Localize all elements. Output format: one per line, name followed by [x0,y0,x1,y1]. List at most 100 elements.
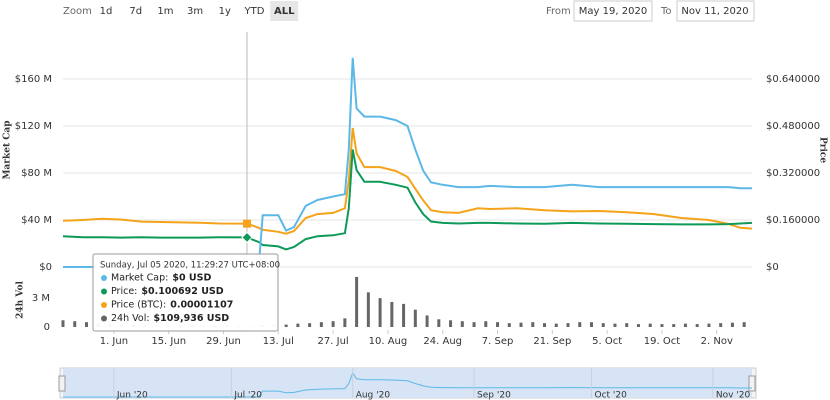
zoom-button[interactable]: 1y [219,6,231,17]
navigator-selection[interactable] [63,368,752,398]
tooltip-dot [101,302,107,308]
navigator-tick-label: Aug '20 [356,391,391,400]
navigator-tick-label: Oct '20 [594,391,627,400]
navigator-tick-label: Sep '20 [477,391,511,400]
tooltip-value: 0.00001107 [170,300,233,311]
volume-bar [507,323,511,327]
volume-bar [402,303,406,327]
y-tick-label: $160 M [15,74,52,85]
volume-bar [566,323,570,327]
y2-tick-label: $0.480000 [766,121,820,132]
volume-bar [319,322,323,327]
navigator-line [63,371,752,398]
tooltip-label: Price (BTC): [111,300,166,311]
tooltip-dot [101,275,107,281]
tooltip-box [92,253,279,332]
volume-bar [601,323,605,327]
volume-bar [472,322,476,327]
y-tick-label: $40 M [21,215,52,226]
zoom-button[interactable]: 1m [157,6,173,17]
volume-bar [308,323,312,327]
volume-bar [719,323,723,327]
volume-bar [519,322,523,327]
zoom-button[interactable]: YTD [244,6,265,17]
volume-bar [425,315,429,327]
volume-bar [636,324,640,327]
tooltip: Sunday, Jul 05 2020, 11:29:27 UTC+08:00 M… [92,253,280,332]
to-value[interactable]: Nov 11, 2020 [681,6,748,17]
volume-bar [378,298,382,327]
y2-tick-label: $0.640000 [766,74,820,85]
volume-bar [613,323,617,327]
volume-bar [543,323,547,327]
tooltip-value: $0.100692 USD [141,286,223,297]
volume-bar [554,323,558,327]
from-input[interactable] [573,0,653,22]
hover-marker [242,219,251,228]
volume-bar [496,322,500,327]
y2-tick-label: $0.160000 [766,215,820,226]
volume-bar [672,324,676,327]
vol-axis-title: 24h Vol [16,281,26,319]
hover-marker [241,231,253,244]
volume-bar [660,324,664,327]
navigator-tick-label: Nov '20 [716,391,751,400]
volume-bar [460,321,464,327]
tooltip-value: $0 USD [172,273,211,284]
volume-bar [695,324,699,327]
zoom-button[interactable]: 1d [100,6,113,17]
volume-bar [449,320,453,327]
navigator-tick-label: Jul '20 [233,391,262,400]
y-axis-title: Market Cap [3,120,13,179]
volume-bar [390,301,394,327]
volume-bar [366,292,370,327]
x-tick-label: 2. Nov [701,336,733,347]
zoom-button[interactable]: 3m [187,6,203,17]
y2-tick-label: $0.320000 [766,168,820,179]
series-line [63,57,752,268]
zoom-label: Zoom [63,6,92,17]
navigator-handle[interactable] [748,375,756,392]
volume-bar [437,319,441,327]
series-line [62,127,753,235]
x-tick-label: 7. Sep [482,336,514,347]
tooltip-label: 24h Vol: [111,313,150,324]
volume-bar [296,323,300,327]
y-tick-label: $120 M [15,121,52,132]
from-label: From [546,6,571,17]
x-tick-label: 21. Sep [533,336,571,347]
zoom-button[interactable]: 7d [129,6,142,17]
volume-bar [355,276,359,327]
volume-bar [742,322,746,327]
volume-bar [284,324,288,327]
navigator-handle[interactable] [58,375,66,392]
from-value[interactable]: May 19, 2020 [579,6,647,17]
y2-axis-title: Price [818,137,828,163]
to-input[interactable] [676,0,755,22]
x-tick-label: 19. Oct [644,336,680,347]
y2-tick-label: $0 [766,262,779,273]
tooltip-value: $109,936 USD [154,313,230,324]
volume-bar [625,323,629,327]
volume-bar [589,322,593,327]
volume-bar [578,322,582,327]
volume-bar [730,322,734,327]
x-tick-label: 10. Aug [369,336,408,347]
x-tick-label: 15. Jun [151,336,186,347]
volume-bar [683,323,687,327]
tooltip-label: Market Cap: [111,273,168,284]
x-tick-label: 1. Jun [100,336,128,347]
zoom-button-active[interactable] [270,1,299,21]
volume-bar [648,323,652,327]
volume-bar [84,322,88,327]
tooltip-dot [101,288,107,295]
zoom-button[interactable]: ALL [274,6,295,17]
volume-bar [484,321,488,327]
tooltip-dot [101,315,107,322]
volume-bar [413,309,417,327]
tooltip-label: Price: [111,286,137,297]
y-tick-label: $0 [39,262,52,273]
y-tick-label: $80 M [21,168,52,179]
navigator-tick-label: Jun '20 [116,391,148,400]
